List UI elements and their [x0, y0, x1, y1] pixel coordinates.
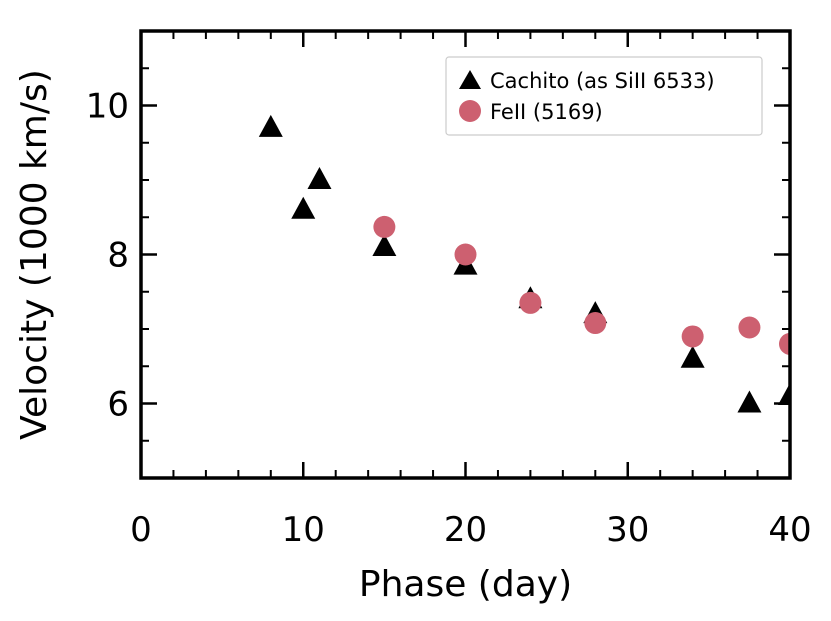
feii-circle-point	[738, 316, 761, 339]
legend-circle-marker	[459, 100, 481, 122]
cachito-triangle-point	[307, 167, 332, 189]
cachito-triangle-point	[680, 345, 705, 368]
feii-circle-point	[454, 243, 477, 266]
cachito-triangle-point	[372, 234, 397, 257]
y-tick-label: 10	[86, 87, 129, 127]
cachito-triangle-point	[258, 114, 283, 137]
x-axis-label: Phase (day)	[359, 564, 572, 605]
x-tick-label: 0	[130, 510, 152, 550]
x-tick-label: 30	[606, 510, 649, 550]
y-tick-label: 8	[107, 236, 129, 276]
y-axis-label: Velocity (1000 km/s)	[14, 69, 55, 440]
feii-circle-point	[373, 215, 396, 238]
cachito-triangle-point	[291, 196, 316, 219]
legend-box	[445, 56, 763, 136]
feii-circle-point	[779, 332, 790, 355]
y-tick-label: 6	[107, 385, 129, 425]
legend-label-feii: FeII (5169)	[490, 100, 603, 124]
feii-circle-point	[681, 325, 704, 348]
labels-layer: 0 10 20 30 40 6 8 10	[86, 87, 812, 551]
cachito-triangle-point	[737, 390, 762, 413]
x-tick-label: 20	[444, 510, 487, 550]
cachito-triangle-point	[778, 383, 790, 406]
legend-triangle-marker	[459, 70, 481, 89]
x-tick-label: 40	[768, 510, 811, 550]
x-tick-label: 10	[282, 510, 325, 550]
legend-label-cachito: Cachito (as SiII 6533)	[490, 69, 715, 93]
markers-layer	[258, 114, 790, 413]
feii-circle-point	[584, 312, 607, 335]
legend: Cachito (as SiII 6533) FeII (5169)	[445, 56, 763, 136]
feii-circle-point	[519, 291, 542, 314]
plot-frame	[139, 29, 792, 480]
